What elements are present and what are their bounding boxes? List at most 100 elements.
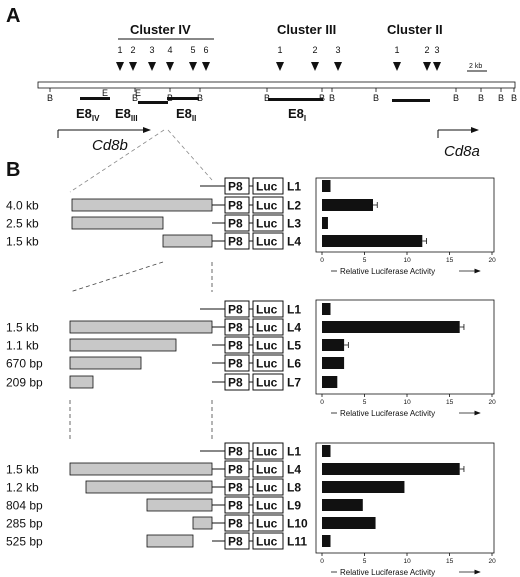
chart-frame xyxy=(315,442,495,554)
luc-label: Luc xyxy=(256,303,278,317)
p8-label: P8 xyxy=(228,463,243,477)
cluster-ii-bar xyxy=(392,99,430,102)
luc-reporter-box xyxy=(252,514,284,532)
p8-label: P8 xyxy=(228,217,243,231)
p8-label: P8 xyxy=(228,445,243,459)
luciferase-bar xyxy=(322,357,345,369)
luciferase-bar xyxy=(322,481,405,493)
x-axis-title: Relative Luciferase Activity xyxy=(340,409,435,418)
site-arrow xyxy=(334,62,342,71)
genomic-map-bar xyxy=(37,81,516,89)
fragment-box xyxy=(85,480,213,494)
cluster-iv-title: Cluster IV xyxy=(130,22,191,37)
luc-reporter-box xyxy=(252,478,284,496)
luc-reporter-box xyxy=(252,373,284,391)
construct-label: L3 xyxy=(287,217,301,231)
luc-reporter-box xyxy=(252,442,284,460)
fragment-size-label: 525 bp xyxy=(6,535,43,549)
b-site-label: B xyxy=(453,93,459,103)
x-tick-label: 5 xyxy=(363,399,367,406)
site-number: 3 xyxy=(336,45,341,55)
construct-label: L6 xyxy=(287,357,301,371)
luciferase-bar xyxy=(322,376,338,388)
fragment-box xyxy=(192,516,213,530)
p8-label: P8 xyxy=(228,499,243,513)
site-number: 2 xyxy=(313,45,318,55)
panel-a-letter: A xyxy=(6,5,20,27)
site-arrow xyxy=(393,62,401,71)
x-tick-label: 10 xyxy=(404,257,412,264)
x-tick-label: 0 xyxy=(320,257,324,264)
fragment-box xyxy=(146,534,194,548)
enhancer-e8i-bar xyxy=(268,98,323,101)
fragment-size-label: 1.5 kb xyxy=(6,235,39,249)
luc-label: Luc xyxy=(256,321,278,335)
luciferase-bar xyxy=(322,217,328,229)
luc-label: Luc xyxy=(256,217,278,231)
site-number: 2 xyxy=(425,45,430,55)
x-tick-label: 5 xyxy=(363,558,367,565)
fragment-size-label: 1.1 kb xyxy=(6,339,39,353)
luc-reporter-box xyxy=(252,336,284,354)
luc-reporter-box xyxy=(252,177,284,195)
site-number: 5 xyxy=(191,45,196,55)
panel-b: B P8 Luc L1 4.0 kb P8 Luc L2 2.5 kb P8 Luc L3 1.5 k… xyxy=(6,159,496,577)
enhancer-e8iv-bar xyxy=(80,97,110,100)
b-site-label: B xyxy=(47,93,53,103)
construct-label: L10 xyxy=(287,517,308,531)
luc-label: Luc xyxy=(256,517,278,531)
panel-b-letter: B xyxy=(6,159,20,181)
construct-label: L7 xyxy=(287,376,301,390)
luc-reporter-box xyxy=(252,232,284,250)
fragment-size-label: 1.2 kb xyxy=(6,481,39,495)
fragment-size-label: 209 bp xyxy=(6,376,43,390)
luc-reporter-box xyxy=(252,496,284,514)
luc-reporter-box xyxy=(252,318,284,336)
construct-label: L1 xyxy=(287,180,301,194)
luciferase-bar xyxy=(322,321,460,333)
construct-label: L4 xyxy=(287,321,301,335)
enhancer-e8iii-bar xyxy=(138,101,168,104)
cluster-iii-title: Cluster III xyxy=(277,22,336,37)
x-tick-label: 0 xyxy=(320,399,324,406)
cluster-ii-title: Cluster II xyxy=(387,22,443,37)
b-site-label: B xyxy=(264,93,270,103)
scale-bar-label: 2 kb xyxy=(469,63,482,70)
site-number: 1 xyxy=(395,45,400,55)
p8-label: P8 xyxy=(228,235,243,249)
p8-label: P8 xyxy=(228,481,243,495)
luc-label: Luc xyxy=(256,357,278,371)
site-number: 2 xyxy=(131,45,136,55)
site-arrow xyxy=(311,62,319,71)
e-site-label: E xyxy=(135,88,141,98)
luc-label: Luc xyxy=(256,199,278,213)
p8-label: P8 xyxy=(228,180,243,194)
fragment-size-label: 670 bp xyxy=(6,357,43,371)
luc-label: Luc xyxy=(256,481,278,495)
luc-label: Luc xyxy=(256,463,278,477)
site-arrow xyxy=(189,62,197,71)
luciferase-bar xyxy=(322,535,331,547)
construct-label: L4 xyxy=(287,235,301,249)
fragment-box xyxy=(146,498,213,512)
x-tick-label: 20 xyxy=(489,558,497,565)
cd8b-label: Cd8b xyxy=(92,137,128,154)
construct-groups: P8 Luc L14.0 kb P8 Luc L22.5 kb P8 Luc L31.5 kb P… xyxy=(6,177,497,577)
fragment-box xyxy=(69,356,142,370)
luciferase-bar xyxy=(322,499,363,511)
luc-label: Luc xyxy=(256,499,278,513)
b-site-label: B xyxy=(329,93,335,103)
p8-label: P8 xyxy=(228,376,243,390)
luc-reporter-box xyxy=(252,300,284,318)
fragment-size-label: 2.5 kb xyxy=(6,217,39,231)
luc-label: Luc xyxy=(256,535,278,549)
zoom-guide-left xyxy=(69,129,165,193)
luciferase-bar xyxy=(322,463,460,475)
site-number: 1 xyxy=(278,45,283,55)
site-arrow xyxy=(202,62,210,71)
b-site-label: B xyxy=(132,93,138,103)
site-arrow xyxy=(148,62,156,71)
p8-label: P8 xyxy=(228,339,243,353)
